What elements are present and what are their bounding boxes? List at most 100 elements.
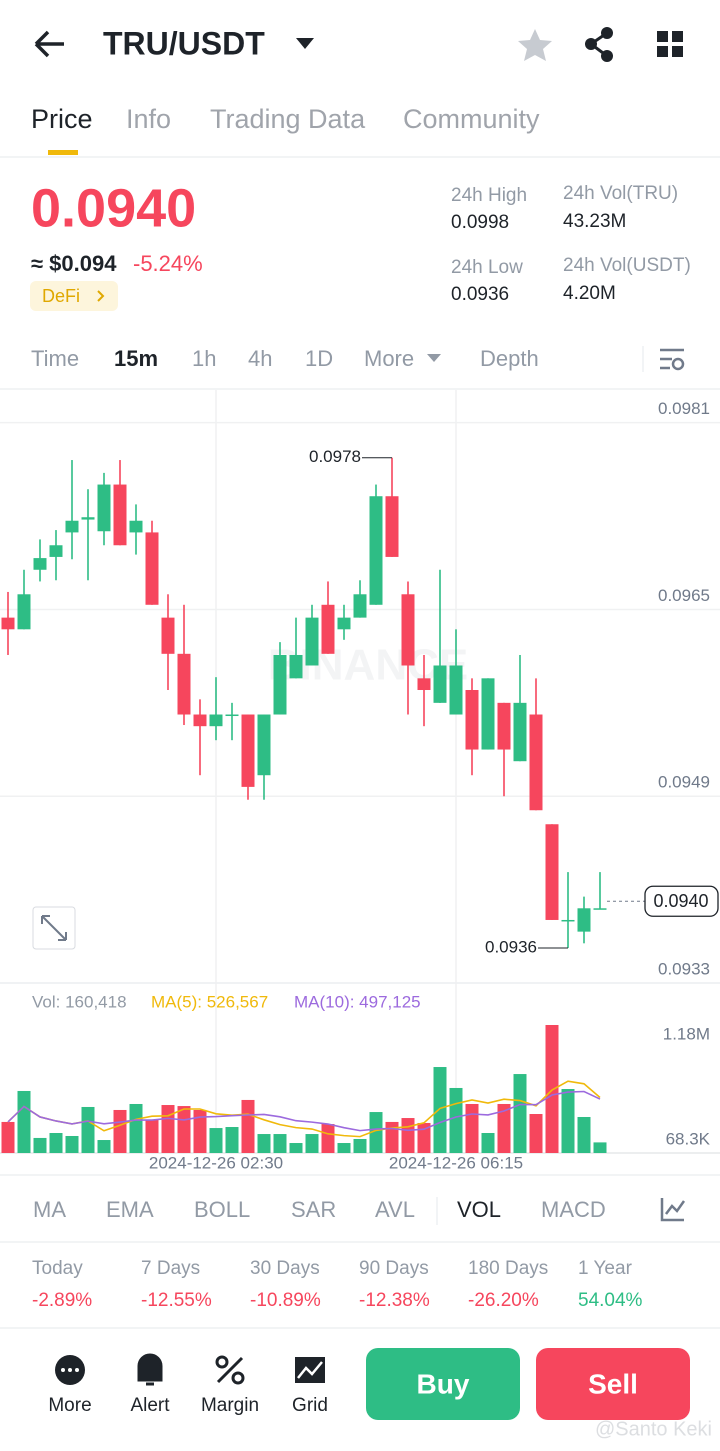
indicator-fade <box>640 1190 720 1232</box>
volume-bar <box>49 1133 63 1153</box>
tab[interactable]: Community <box>403 104 540 134</box>
interval[interactable]: 1h <box>192 346 216 371</box>
tag-chevron <box>97 290 105 302</box>
tab[interactable]: Price <box>31 104 93 134</box>
candle-body <box>529 714 543 811</box>
candle-body <box>113 484 127 546</box>
interval[interactable]: 4h <box>248 346 272 371</box>
share-icon[interactable] <box>585 27 613 62</box>
volume-bar <box>577 1116 591 1153</box>
volume-bar <box>97 1140 111 1153</box>
volume-bar <box>193 1109 207 1153</box>
chart-settings-icon[interactable] <box>660 348 685 371</box>
interval[interactable]: More <box>364 346 414 371</box>
pair-caret[interactable] <box>296 38 314 49</box>
sell-label[interactable]: Sell <box>588 1368 638 1399</box>
interval[interactable]: Depth <box>480 346 539 371</box>
volume-bar <box>449 1087 463 1153</box>
volume-bar <box>417 1122 431 1153</box>
favorite-icon[interactable] <box>518 29 552 61</box>
interval[interactable]: Time <box>31 346 79 371</box>
indicator[interactable]: SAR <box>291 1197 336 1222</box>
candle-body <box>257 714 271 776</box>
volume-tick-label: 1.18M <box>663 1024 710 1043</box>
low-label: 0.0936 <box>485 937 537 956</box>
buy-label[interactable]: Buy <box>417 1368 470 1399</box>
candle-body <box>545 824 559 920</box>
period-change: -10.89% <box>250 1290 321 1311</box>
interval[interactable]: 1D <box>305 346 333 371</box>
period-change: -2.89% <box>32 1290 92 1311</box>
indicator[interactable]: AVL <box>375 1197 415 1222</box>
volume-legend: MA(10): 497,125 <box>294 992 421 1011</box>
x-tick-label: 2024-12-26 02:30 <box>149 1153 283 1172</box>
period-change: 54.04% <box>578 1290 643 1311</box>
volume-bar <box>33 1137 47 1153</box>
nav-label[interactable]: More <box>48 1395 91 1416</box>
indicator[interactable]: EMA <box>106 1197 154 1222</box>
period: 7 Days <box>141 1258 200 1279</box>
period: 90 Days <box>359 1258 429 1279</box>
candle-body <box>561 919 575 922</box>
tab[interactable]: Trading Data <box>210 104 366 134</box>
indicator[interactable]: BOLL <box>194 1197 250 1222</box>
margin-icon[interactable] <box>215 1355 245 1385</box>
candle-body <box>65 520 79 533</box>
stat-value: 0.0936 <box>451 284 509 305</box>
nav-label[interactable]: Alert <box>130 1395 170 1416</box>
stat-label: 24h Low <box>451 257 523 278</box>
volume-bar <box>497 1103 511 1153</box>
tag-pill[interactable] <box>30 281 118 311</box>
tag[interactable]: DeFi <box>42 286 80 306</box>
volume-bar <box>273 1134 287 1153</box>
nav-label[interactable]: Margin <box>201 1395 259 1416</box>
candle-body <box>497 702 511 750</box>
volume-bar <box>225 1127 239 1153</box>
last-price-box <box>644 885 719 917</box>
grid-menu-icon[interactable] <box>657 31 683 57</box>
indicator[interactable]: MA <box>33 1197 66 1222</box>
ma-line <box>7 1080 601 1138</box>
watermark: @Santo Keki <box>595 1418 712 1440</box>
buy-button[interactable] <box>366 1348 520 1420</box>
candle-body <box>321 604 335 654</box>
tab[interactable]: Info <box>126 104 171 134</box>
more-icon[interactable] <box>55 1355 85 1385</box>
stat-value: 43.23M <box>563 211 626 232</box>
usd-price: ≈ $0.094 <box>31 251 117 276</box>
price-change: -5.24% <box>133 251 203 276</box>
y-tick-label: 0.0965 <box>658 586 710 605</box>
volume-bar <box>593 1142 607 1153</box>
volume-bar <box>465 1103 479 1153</box>
volume-bar <box>257 1134 271 1153</box>
indicator-settings-icon[interactable] <box>660 1198 686 1222</box>
y-tick-label: 0.0981 <box>658 399 710 418</box>
volume-bar <box>113 1109 127 1153</box>
volume-bar <box>81 1106 95 1153</box>
volume-bar <box>529 1114 543 1153</box>
volume-bar <box>433 1067 447 1153</box>
candle-body <box>145 532 159 605</box>
pair-title[interactable]: TRU/USDT <box>103 25 265 61</box>
sell-button[interactable] <box>536 1348 690 1420</box>
last-price-label: 0.0940 <box>653 891 708 911</box>
last-price: 0.0940 <box>31 178 196 238</box>
nav-label[interactable]: Grid <box>292 1395 328 1416</box>
volume-bar <box>337 1143 351 1153</box>
period-change: -12.38% <box>359 1290 430 1311</box>
volume-bar <box>401 1118 415 1153</box>
indicator[interactable]: VOL <box>457 1197 501 1222</box>
indicator[interactable]: MACD <box>541 1197 606 1222</box>
candle-body <box>385 496 399 557</box>
period: 180 Days <box>468 1258 548 1279</box>
grid-icon[interactable] <box>295 1357 325 1383</box>
volume-tick-label: 68.3K <box>666 1129 711 1148</box>
back-button[interactable] <box>34 30 64 58</box>
interval[interactable]: 15m <box>114 346 158 371</box>
high-label: 0.0978 <box>309 447 361 466</box>
volume-bar <box>145 1119 159 1153</box>
period: 1 Year <box>578 1258 633 1279</box>
candle-body <box>209 714 223 727</box>
period-change: -26.20% <box>468 1290 539 1311</box>
alert-icon[interactable] <box>137 1353 163 1386</box>
